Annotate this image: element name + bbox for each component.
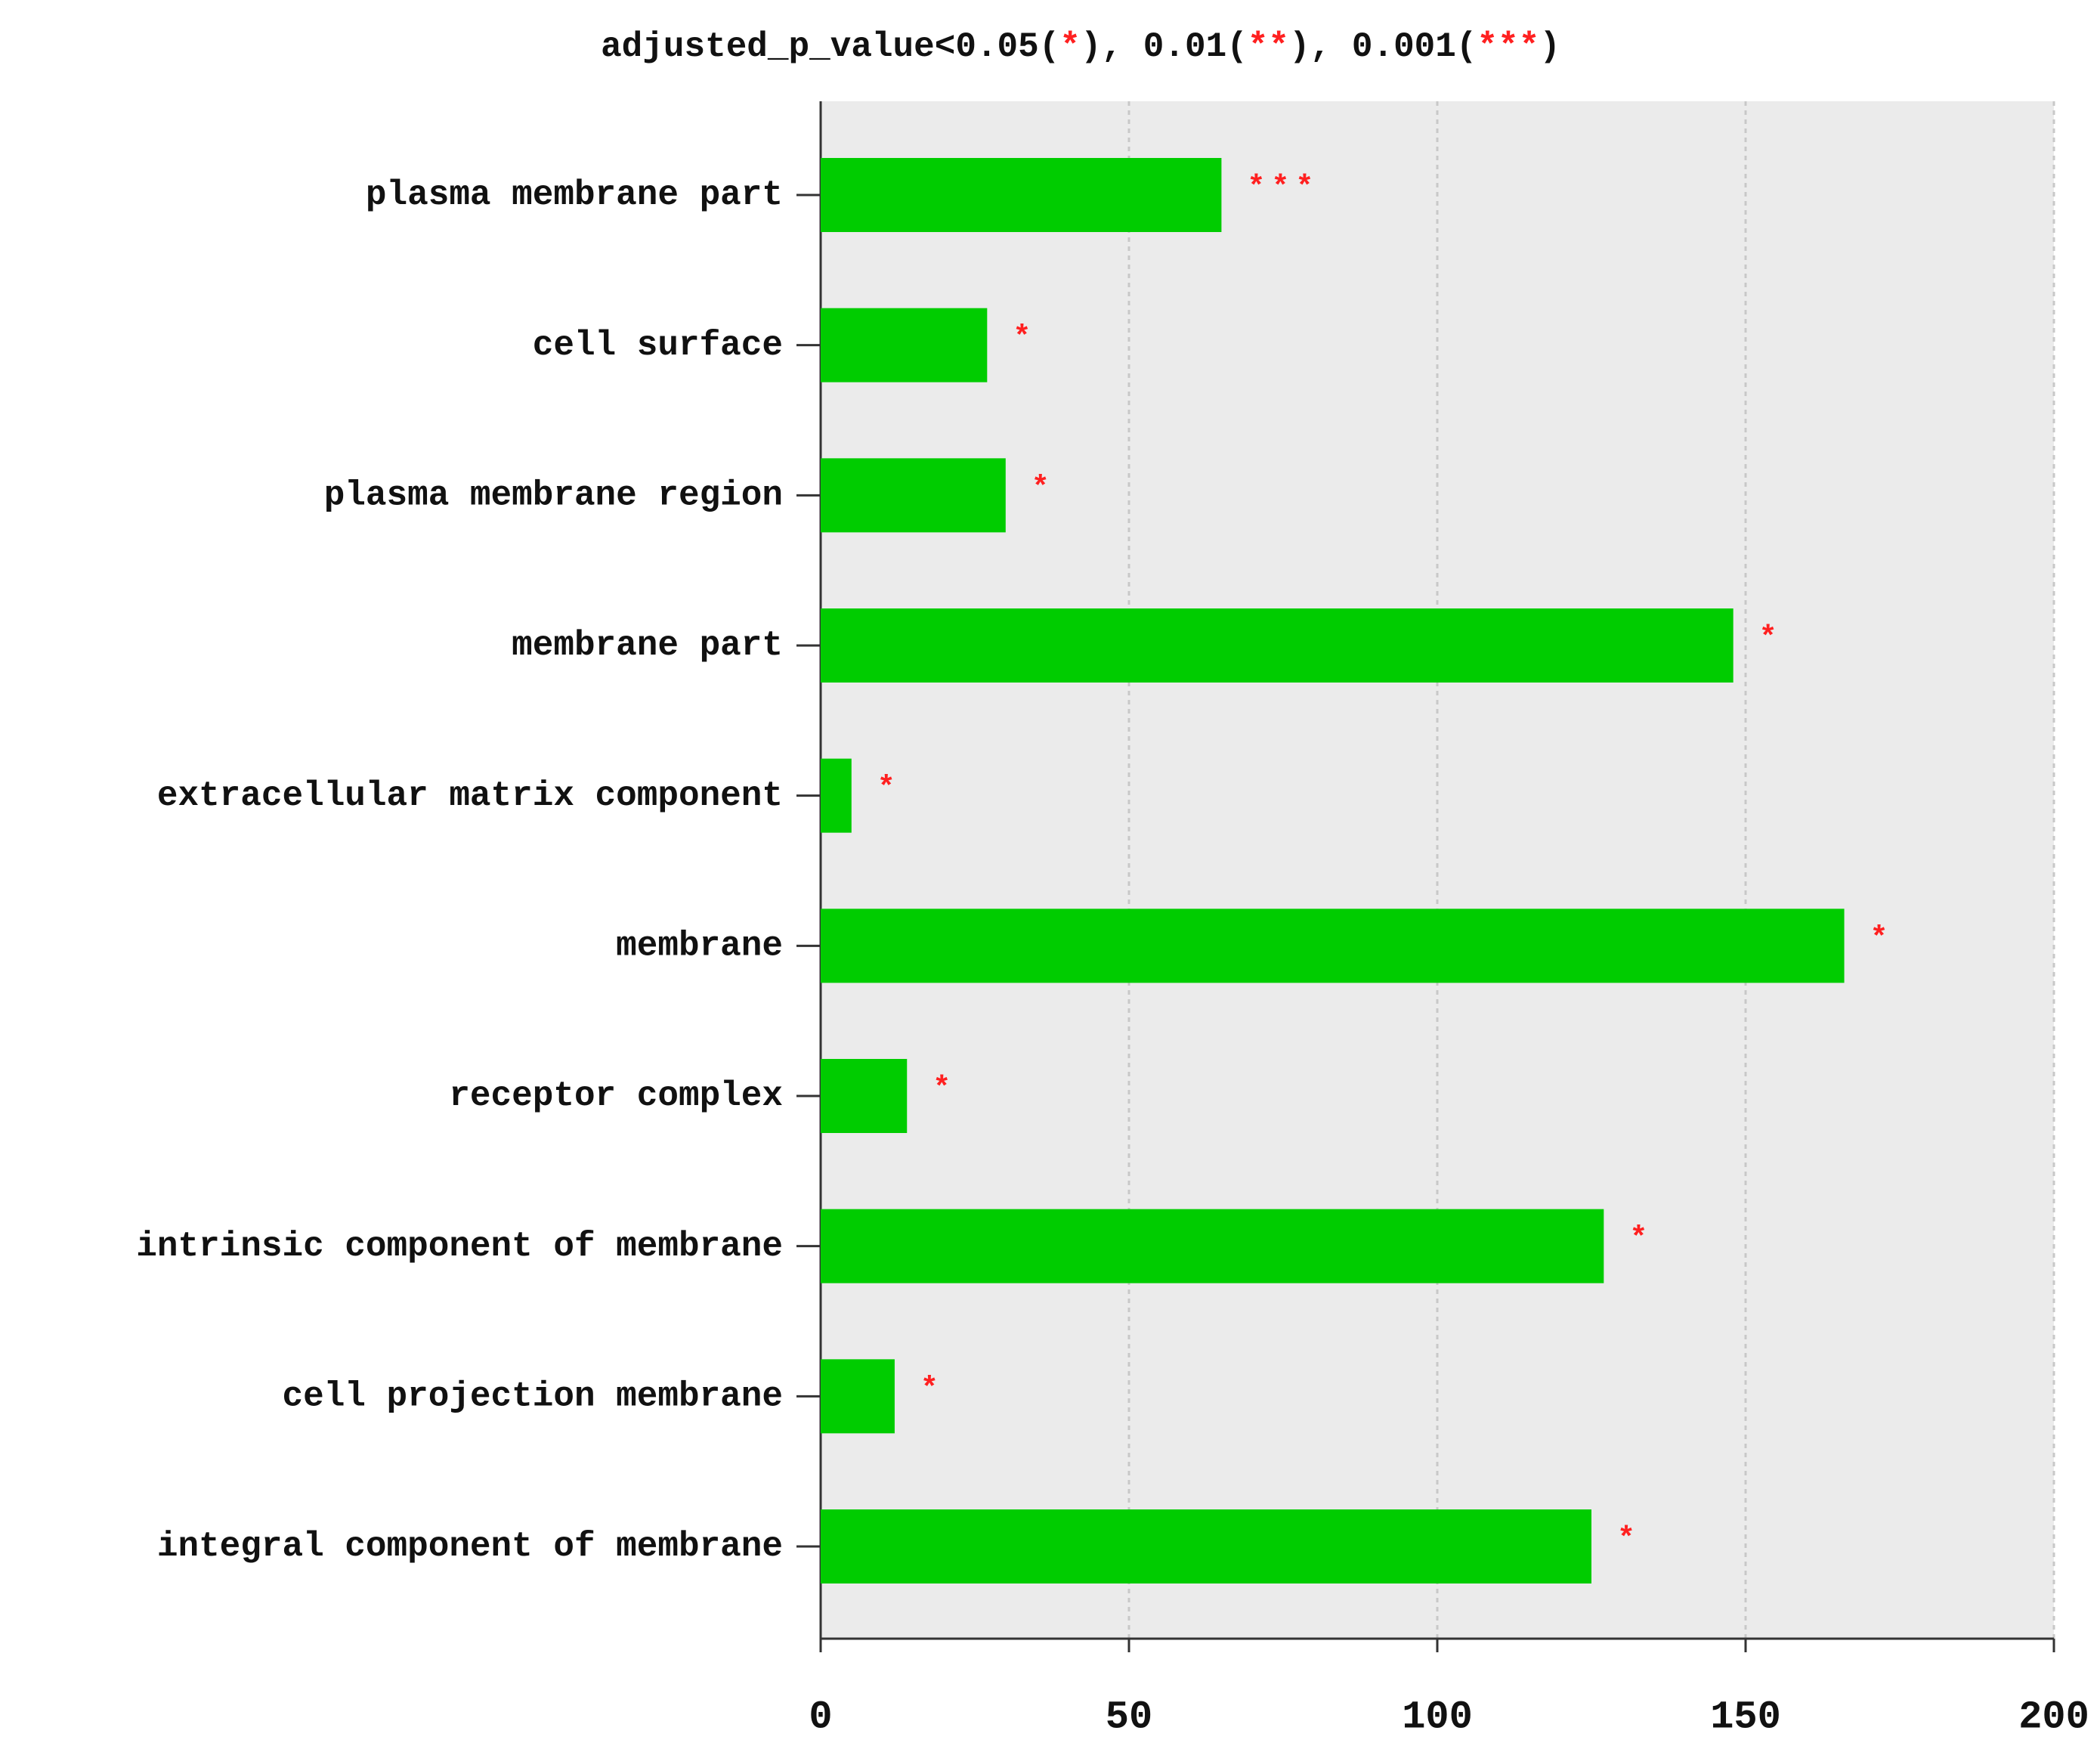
- x-tick-label: 150: [1710, 1695, 1781, 1740]
- title-part: ), 0.01(: [1081, 27, 1248, 67]
- y-tick-label: receptor complex: [449, 1076, 783, 1116]
- x-tick-label: 200: [2018, 1695, 2089, 1740]
- y-tick-label: membrane part: [512, 626, 783, 665]
- y-tick-label: extracellular matrix component: [157, 776, 783, 816]
- y-tick-label: plasma membrane part: [366, 175, 783, 215]
- title-part: ): [1539, 27, 1560, 67]
- title-part: adjusted_p_value<0.05(: [601, 27, 1059, 67]
- bar: [821, 1209, 1604, 1283]
- significance-label: *: [877, 772, 902, 806]
- bar: [821, 458, 1006, 533]
- x-tick-label: 100: [1402, 1695, 1473, 1740]
- title-part: *: [1059, 27, 1081, 67]
- significance-label: *: [932, 1073, 957, 1107]
- significance-label: *: [1013, 321, 1037, 355]
- significance-label: *: [920, 1373, 945, 1407]
- bar: [821, 1509, 1591, 1583]
- significance-label: *: [1031, 472, 1056, 506]
- chart-title: adjusted_p_value<0.05(*), 0.01(**), 0.00…: [601, 27, 1560, 67]
- bar: [821, 308, 988, 382]
- bar: [821, 158, 1222, 232]
- y-tick-label: membrane: [616, 926, 783, 965]
- bar: [821, 758, 852, 833]
- y-tick-label: plasma membrane region: [324, 475, 783, 515]
- x-tick-label: 0: [809, 1695, 832, 1740]
- bar: [821, 909, 1845, 983]
- x-tick-label: 50: [1106, 1695, 1152, 1740]
- y-tick-label: integral component of membrane: [157, 1527, 783, 1566]
- significance-label: ***: [1247, 172, 1319, 206]
- significance-label: *: [1759, 622, 1783, 656]
- bar: [821, 1059, 908, 1133]
- title-part: ), 0.001(: [1289, 27, 1477, 67]
- bar: [821, 608, 1734, 683]
- y-tick-label: cell projection membrane: [282, 1376, 783, 1416]
- y-tick-label: cell surface: [533, 326, 783, 365]
- title-part: **: [1248, 27, 1289, 67]
- significance-label: *: [1617, 1523, 1641, 1557]
- y-tick-label: intrinsic component of membrane: [136, 1227, 783, 1266]
- bar: [821, 1359, 895, 1434]
- significance-label: *: [1629, 1222, 1653, 1256]
- title-part: ***: [1477, 27, 1540, 67]
- significance-label: *: [1870, 922, 1894, 956]
